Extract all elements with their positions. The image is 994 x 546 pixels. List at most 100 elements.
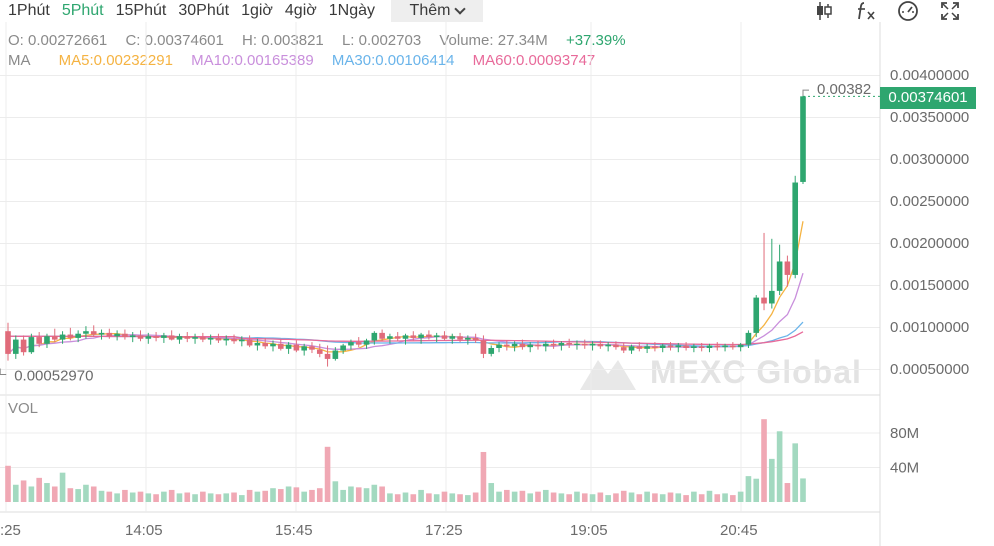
volume-bar	[309, 489, 315, 502]
time-tick-label: 14:05	[125, 522, 163, 539]
candle-body	[161, 335, 167, 338]
time-tick-label: 20:45	[720, 522, 758, 539]
volume-bar	[262, 490, 269, 502]
timeframe-1d[interactable]: 1Ngày	[328, 2, 375, 19]
more-button[interactable]: Thêm	[391, 0, 483, 22]
volume-bar	[387, 493, 393, 502]
candle-body	[332, 350, 339, 359]
volume-bar	[691, 491, 697, 502]
volume-bar	[792, 443, 799, 502]
candle-body	[542, 343, 549, 347]
volume-tick-label: 80M	[890, 425, 919, 442]
volume-bar	[129, 492, 136, 502]
candle-body	[753, 297, 760, 333]
volume-bar	[332, 481, 339, 502]
function-icon[interactable]	[852, 0, 880, 22]
volume-bar	[542, 489, 549, 502]
candle-body	[574, 343, 580, 345]
high-value: H: 0.003821	[242, 32, 324, 49]
candle-body	[44, 336, 50, 344]
candle-body	[784, 261, 791, 275]
candle-body	[231, 338, 237, 342]
time-tick-label: 17:25	[425, 522, 463, 539]
grid	[0, 22, 881, 546]
volume-bar	[472, 492, 479, 502]
gauge-icon[interactable]	[894, 0, 922, 22]
candle-body	[98, 332, 105, 335]
volume-tick-label: 40M	[890, 460, 919, 477]
candle-body	[184, 336, 191, 339]
volume-bar	[418, 489, 424, 502]
volume-bar	[597, 492, 604, 502]
candle-body	[129, 335, 136, 338]
ma-info: MA MA5:0.00232291 MA10:0.00165389 MA30:0…	[8, 52, 609, 69]
candle-body	[51, 336, 58, 340]
volume-bar	[504, 489, 510, 502]
volume-bar	[496, 491, 502, 502]
volume-bar	[737, 491, 744, 502]
volume-bar	[550, 492, 557, 502]
candle-body	[737, 344, 744, 348]
timeframe-1h[interactable]: 1giờ	[241, 2, 273, 19]
volume-bar	[644, 491, 650, 502]
volume-bar	[316, 488, 323, 502]
candle-body	[106, 332, 113, 337]
volume-bar	[340, 489, 346, 502]
candle-body	[426, 334, 432, 338]
candle-body	[761, 297, 767, 304]
timeframe-4h[interactable]: 4giờ	[284, 2, 317, 19]
candle-body	[122, 333, 128, 338]
volume-bar	[667, 492, 674, 502]
candle-body	[659, 345, 666, 348]
candle-body	[293, 344, 300, 351]
candle-body	[59, 334, 66, 340]
candle-body	[449, 336, 456, 339]
candle-body	[348, 342, 354, 346]
timeframe-1m[interactable]: 1Phút	[8, 2, 50, 19]
fullscreen-icon[interactable]	[936, 0, 964, 22]
timeframe-15m[interactable]: 15Phút	[115, 2, 167, 19]
candle-body	[480, 340, 487, 354]
volume-bar	[67, 488, 74, 502]
price-tick-label: 0.00250000	[890, 193, 969, 210]
candle-body	[465, 337, 471, 340]
candle-body	[192, 337, 198, 339]
volume-bar	[324, 446, 331, 502]
volume-value: Volume: 27.34M	[439, 32, 548, 49]
candle-body	[215, 337, 222, 341]
volume-bar	[106, 491, 113, 502]
volume-bar	[75, 489, 81, 502]
volume-bar	[519, 490, 526, 502]
candle-body	[309, 346, 315, 350]
volume-bar	[239, 495, 245, 502]
timeframe-5m[interactable]: 5Phút	[61, 2, 104, 19]
candle-body	[566, 342, 572, 345]
candle-body	[355, 342, 362, 345]
volume-bar	[558, 493, 565, 502]
candle-body	[745, 332, 752, 345]
volume-bar	[200, 491, 206, 502]
volume-bar	[223, 493, 230, 502]
candle-body	[496, 344, 502, 348]
candle-body	[324, 353, 331, 359]
volume-bar	[426, 493, 432, 502]
volume-bar	[348, 486, 354, 502]
price-tick-label: 0.00050000	[890, 361, 969, 378]
timeframe-30m[interactable]: 30Phút	[178, 2, 230, 19]
candle-body	[691, 346, 697, 348]
volume-bar	[652, 493, 658, 502]
volume-bar	[410, 494, 417, 502]
candlestick-icon[interactable]	[810, 0, 838, 22]
candle-body	[581, 343, 588, 346]
candle-body	[402, 335, 409, 339]
ma30-value: MA30:0.00106414	[331, 52, 455, 69]
time-tick-label: :25	[0, 522, 21, 539]
price-tick-label: 0.00350000	[890, 109, 969, 126]
price-tick-label: 0.00300000	[890, 151, 969, 168]
candle-body	[145, 336, 152, 339]
candle-body	[488, 348, 495, 354]
volume-bar	[355, 487, 362, 502]
price-tick-label: 0.00150000	[890, 277, 969, 294]
candle-body	[652, 346, 658, 348]
